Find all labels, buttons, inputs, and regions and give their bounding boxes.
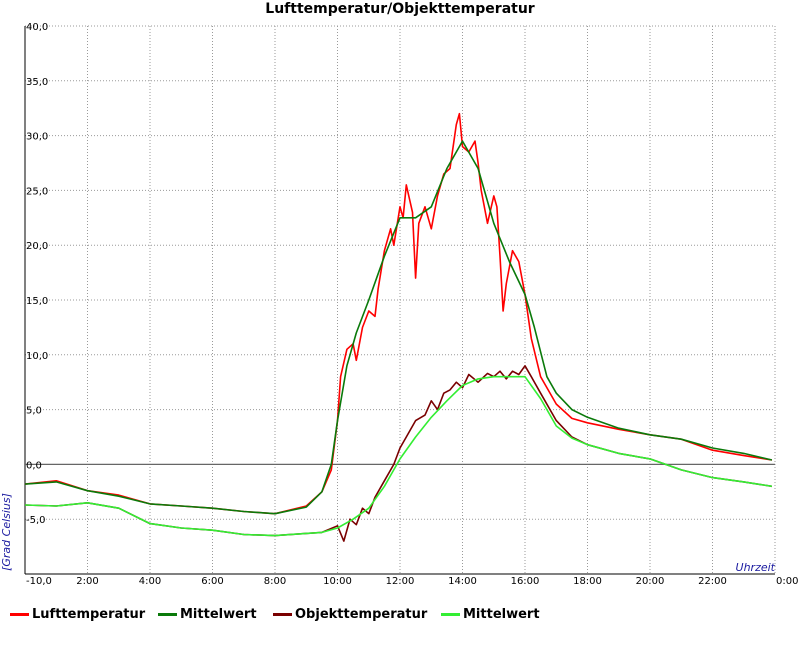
y-tick-label: 30,0 — [26, 132, 48, 143]
x-tick-label: 14:00 — [448, 576, 477, 587]
chart-title: Lufttemperatur/Objekttemperatur — [265, 1, 535, 17]
tick-labels: 40,0 35,0 30,0 25,0 20,0 15,0 10,0 5,0 0,0 -5,0 -1… — [26, 22, 798, 587]
legend-item-3: Objekttemperatur — [273, 607, 427, 622]
series-line-3 — [24, 365, 773, 542]
y-tick-label: 10,0 — [26, 351, 48, 362]
legend-swatch — [10, 613, 29, 616]
legend-label: Mittelwert — [180, 607, 257, 622]
x-tick-label: 18:00 — [573, 576, 602, 587]
y-tick-label: 40,0 — [26, 22, 48, 33]
x-tick-label: 10:00 — [323, 576, 352, 587]
x-tick-label: 22:00 — [698, 576, 727, 587]
legend-swatch — [441, 613, 460, 616]
legend-label: Mittelwert — [463, 607, 540, 622]
y-tick-label: -10,0 — [26, 576, 52, 587]
legend-swatch — [158, 613, 177, 616]
y-tick-label: 25,0 — [26, 186, 48, 197]
legend-label: Lufttemperatur — [32, 607, 146, 622]
y-axis-label: [Grad Celsius] — [0, 493, 13, 571]
y-tick-label: -5,0 — [26, 515, 46, 526]
y-tick-label: 0,0 — [26, 460, 42, 471]
x-tick-label: 8:00 — [264, 576, 286, 587]
x-axis-label: Uhrzeit — [736, 561, 776, 574]
x-tick-label: 6:00 — [201, 576, 223, 587]
series-group — [24, 112, 773, 542]
series-line-2 — [24, 140, 773, 515]
legend-item-2: Mittelwert — [158, 607, 257, 622]
x-tick-label: 12:00 — [386, 576, 415, 587]
x-tick-label: 4:00 — [139, 576, 161, 587]
x-tick-label: 20:00 — [636, 576, 665, 587]
y-tick-label: 15,0 — [26, 296, 48, 307]
series-line-4 — [24, 375, 773, 537]
y-tick-label: 35,0 — [26, 77, 48, 88]
grid — [25, 25, 776, 574]
legend-label: Objekttemperatur — [295, 607, 428, 622]
y-tick-label: 5,0 — [26, 406, 42, 417]
x-tick-label: 16:00 — [511, 576, 540, 587]
legend-item-4: Mittelwert — [441, 607, 540, 622]
axes — [24, 26, 775, 575]
x-tick-label: 2:00 — [76, 576, 98, 587]
y-tick-label: 20,0 — [26, 241, 48, 252]
legend: Lufttemperatur Mittelwert Objekttemperatur… — [0, 607, 800, 627]
x-tick-label: 0:00 — [776, 576, 798, 587]
legend-item-1: Lufttemperatur — [10, 607, 145, 622]
legend-swatch — [273, 613, 292, 616]
